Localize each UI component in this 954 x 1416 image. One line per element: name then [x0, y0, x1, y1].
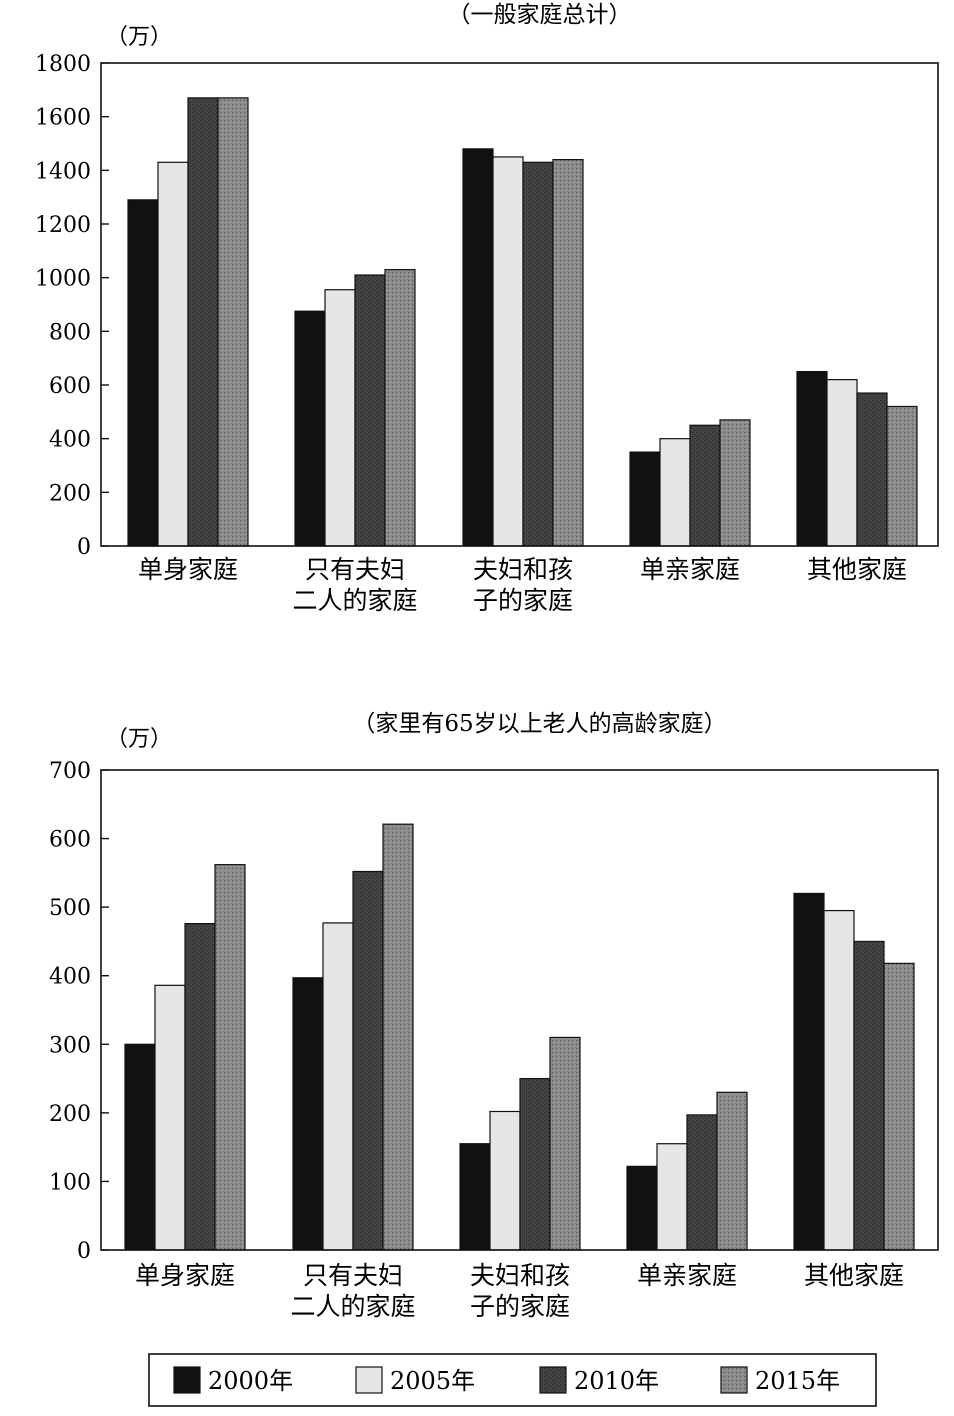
legend-swatch-2000年	[173, 1366, 201, 1394]
legend-box	[148, 1353, 877, 1407]
chart-panel-1: （一般家庭总计） （万） 0 200 400 600 800 1000 1200 1400 1600…	[35, 2, 939, 615]
x-category-label: 夫妇和孩	[473, 555, 573, 584]
bar-2005年-1	[157, 161, 189, 547]
bar-2005年-3	[489, 1110, 521, 1251]
bar-2000年-5	[793, 892, 825, 1251]
legend-swatch-2005年	[355, 1366, 383, 1394]
bar-2015年-3	[549, 1036, 581, 1251]
bar-2000年-3	[462, 148, 494, 547]
bar-2000年-4	[629, 451, 661, 547]
y-tick-label: 400	[49, 965, 91, 990]
y-tick-label: 1400	[35, 159, 91, 184]
x-category-label: 单亲家庭	[640, 555, 740, 584]
bar-2015年-4	[719, 419, 751, 547]
chart-title: （家里有65岁以上老人的高龄家庭）	[352, 711, 726, 737]
bar-2015年-1	[214, 864, 246, 1251]
y-tick-label: 500	[49, 896, 91, 921]
x-category-label: 其他家庭	[804, 1261, 904, 1290]
plot-frame	[100, 769, 939, 1251]
legend-swatch-2010年	[539, 1366, 567, 1394]
bar-2000年-3	[459, 1143, 491, 1251]
x-category-label: 子的家庭	[473, 586, 573, 615]
bar-2005年-5	[826, 379, 858, 547]
bar-2015年-5	[886, 405, 918, 547]
x-category-label: 夫妇和孩	[470, 1261, 570, 1290]
y-tick-label: 100	[49, 1170, 91, 1195]
bar-2000年-1	[124, 1043, 156, 1251]
bar-2010年-2	[352, 870, 384, 1251]
bar-2005年-5	[823, 909, 855, 1251]
bar-2015年-3	[552, 159, 584, 547]
y-axis-unit: （万）	[106, 25, 172, 50]
y-tick-label: 1600	[35, 106, 91, 131]
y-tick-label: 600	[49, 828, 91, 853]
y-tick-label: 200	[49, 481, 91, 506]
x-category-label: 只有夫妇	[305, 555, 405, 584]
x-category-label: 二人的家庭	[290, 1292, 415, 1321]
y-tick-label: 1000	[35, 267, 91, 292]
bar-2015年-2	[384, 269, 416, 547]
bar-2015年-4	[716, 1091, 748, 1251]
bar-2010年-1	[184, 922, 216, 1251]
bar-2010年-3	[519, 1077, 551, 1251]
bar-2010年-1	[187, 97, 219, 547]
chart-panel-2: （家里有65岁以上老人的高龄家庭） （万） 0 100 200 300 400 500 600 7…	[49, 711, 939, 1321]
legend-label: 2000年	[208, 1367, 293, 1395]
legend-label: 2010年	[574, 1367, 659, 1395]
chart-title: （一般家庭总计）	[448, 2, 632, 28]
y-tick-label: 0	[77, 535, 91, 560]
y-tick-label: 0	[77, 1239, 91, 1264]
x-category-label: 单亲家庭	[637, 1261, 737, 1290]
x-category-label: 单身家庭	[135, 1261, 235, 1290]
legend: 2000年 2005年 2010年 2015年	[148, 1353, 877, 1407]
legend-label: 2005年	[390, 1367, 475, 1395]
bar-2010年-4	[686, 1114, 718, 1251]
y-tick-label: 200	[49, 1102, 91, 1127]
y-tick-label: 300	[49, 1033, 91, 1058]
bar-2000年-4	[626, 1165, 658, 1251]
y-tick-label: 400	[49, 428, 91, 453]
x-category-label: 二人的家庭	[292, 586, 417, 615]
y-tick-label: 800	[49, 320, 91, 345]
y-tick-label: 1200	[35, 213, 91, 238]
bar-2015年-2	[382, 823, 414, 1251]
bar-2005年-2	[322, 922, 354, 1251]
bar-2010年-4	[689, 424, 721, 547]
bar-2000年-1	[127, 199, 159, 547]
legend-swatch-2015年	[720, 1366, 748, 1394]
y-tick-label: 600	[49, 374, 91, 399]
legend-label: 2015年	[755, 1367, 840, 1395]
bar-2005年-3	[492, 156, 524, 547]
y-tick-label: 700	[49, 759, 91, 784]
bar-2005年-4	[659, 438, 691, 547]
bar-2010年-2	[354, 274, 386, 547]
plot-frame	[100, 62, 939, 547]
bar-2010年-3	[522, 161, 554, 547]
bar-2005年-1	[154, 984, 186, 1251]
x-category-label: 单身家庭	[138, 555, 238, 584]
bar-2005年-2	[324, 289, 356, 547]
bar-2015年-1	[217, 97, 249, 547]
bar-2015年-5	[883, 962, 915, 1251]
bar-2010年-5	[856, 392, 888, 547]
y-tick-label: 1800	[35, 52, 91, 77]
bar-2010年-5	[853, 940, 885, 1251]
x-category-label: 只有夫妇	[303, 1261, 403, 1290]
bar-2005年-4	[656, 1143, 688, 1251]
x-category-label: 其他家庭	[807, 555, 907, 584]
x-category-label: 子的家庭	[470, 1292, 570, 1321]
y-axis-unit: （万）	[106, 727, 172, 752]
bar-2000年-2	[294, 310, 326, 547]
bar-2000年-5	[796, 370, 828, 547]
bar-2000年-2	[292, 977, 324, 1251]
